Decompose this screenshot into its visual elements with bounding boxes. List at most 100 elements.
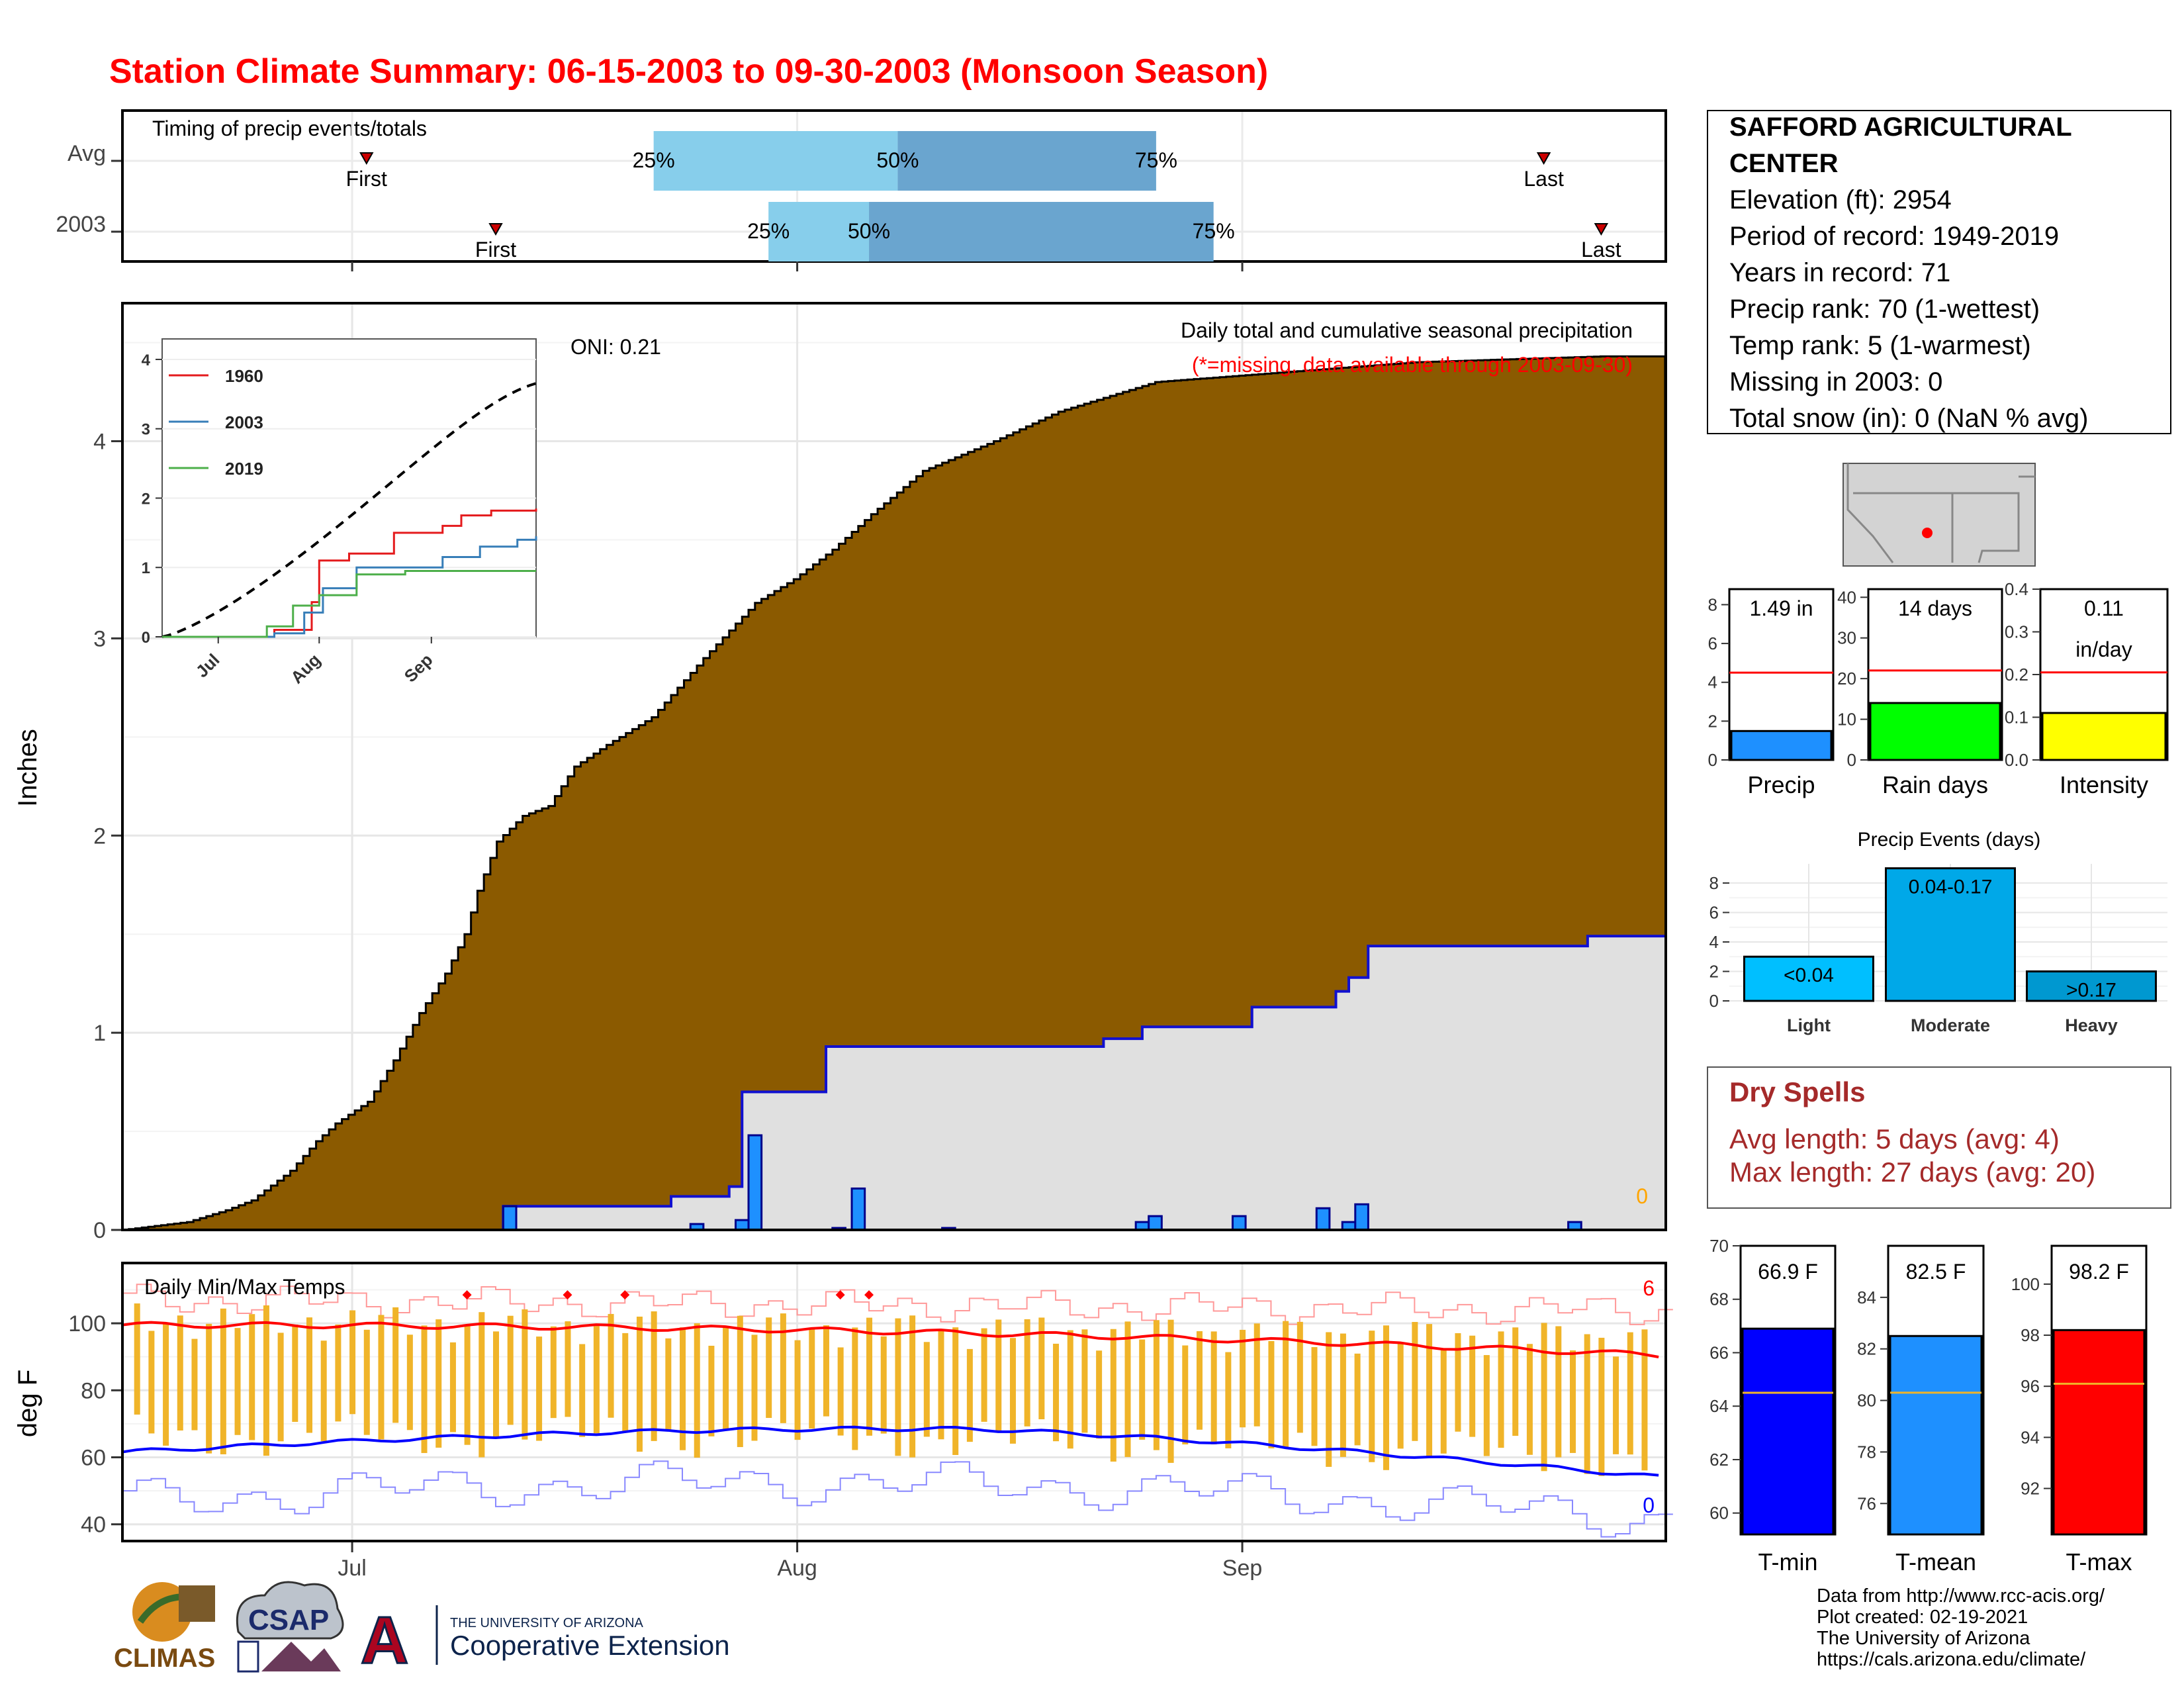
temps-normal-max-line [122,1321,1659,1358]
precip-daily-bar [850,1187,866,1231]
temps-daily-bar [1167,1319,1174,1463]
temps-y-label: deg F [13,1370,42,1437]
temps-daily-bar [1024,1319,1030,1427]
precip-y-tick-label: 4 [93,430,106,455]
temps-daily-bar [1483,1355,1490,1456]
temps-daily-bar [220,1308,226,1454]
temps-daily-bar [421,1325,428,1454]
temperature-summary-bars: 66.9 F T-min 60 62 64 66 68 70 82.5 F T-mean 76 78 8… [1709,1236,2148,1575]
temps-daily-bar [349,1310,356,1415]
timing-box-lower [653,131,898,191]
tempbar-y-tick-label: 70 [1709,1236,1729,1256]
footer-line-4: https://cals.arizona.edu/climate/ [1817,1649,2086,1670]
timing-p50-label: 50% [876,148,919,172]
temps-daily-bar [1153,1320,1160,1450]
tempbar-y-tick-label: 82 [1857,1339,1876,1359]
temps-daily-bar [909,1315,916,1458]
timing-box-lower [768,202,870,261]
temps-daily-bar [392,1307,399,1423]
events-bar-label: >0.17 [2066,979,2116,1001]
events-bar [1885,867,2016,1002]
timing-last-marker [1536,152,1551,165]
temps-daily-bar [1067,1330,1073,1449]
shared-x-axis: Jul Aug Sep [338,261,1262,1581]
temps-daily-bar [809,1328,815,1429]
temps-daily-bar [320,1340,327,1442]
station-frame [1707,110,2171,434]
timing-panel: Timing of precip events/totals Avg 2003 … [56,109,1667,263]
temps-daily-bar [895,1318,901,1456]
temps-daily-bar [1526,1344,1533,1455]
tempbar-y-tick-label: 76 [1857,1493,1876,1513]
temps-daily-bar [1412,1322,1418,1441]
tempbar-bar [2052,1329,2146,1536]
events-y-tick-label: 4 [1709,932,1719,952]
timing-p50-label: 50% [848,219,890,243]
temps-daily-bar [938,1329,944,1440]
temps-daily-bar [780,1313,786,1423]
temps-daily-bar [1498,1331,1504,1448]
tempbar-bar [1889,1335,1983,1536]
tempbar-y-tick-label: 64 [1709,1396,1729,1416]
temps-daily-bar [449,1342,456,1432]
temps-daily-bar [163,1323,169,1446]
summary-bar [1730,729,1833,761]
temps-daily-bar [622,1333,629,1432]
tempbar-y-tick-label: 92 [2021,1479,2040,1499]
temps-daily-bar [966,1348,973,1442]
temps-daily-bar [550,1326,557,1419]
temps-daily-bar [923,1342,930,1437]
temps-daily-bar [493,1331,500,1438]
x-tick-label: Sep [1222,1556,1263,1581]
temps-daily-bar [363,1329,370,1435]
temps-daily-bar [1253,1323,1260,1427]
temps-content [122,1284,1673,1538]
summary-value-label: 14 days [1898,596,1972,620]
temps-daily-bar [134,1303,140,1415]
temps-daily-bar [1613,1356,1619,1454]
tempbar-y-tick-label: 60 [1709,1503,1729,1523]
temps-daily-bar [435,1319,442,1448]
temps-daily-bar [1139,1339,1146,1440]
temps-daily-bar [837,1347,844,1436]
temps-daily-bar [794,1340,801,1440]
temps-daily-bar [478,1312,485,1458]
temps-daily-bar [177,1315,183,1431]
temps-daily-bar [579,1344,586,1437]
temps-daily-bar [694,1323,700,1458]
temps-daily-bar [981,1328,987,1422]
timing-row-label-2003: 2003 [56,212,106,237]
temps-daily-bar [866,1317,873,1436]
temps-daily-bar [995,1319,1002,1433]
temps-daily-bar [1297,1321,1303,1433]
precip-y-tick-label: 0 [93,1218,106,1243]
temps-note-min: 0 [1643,1493,1655,1517]
temps-daily-bar [952,1327,959,1456]
summary-y-tick-label: 0 [1847,750,1856,770]
inset-legend-label: 2019 [225,459,263,479]
timing-p75-label: 75% [1193,219,1235,243]
dry-spells-title: Dry Spells [1729,1076,1865,1107]
events-bar [1743,955,1874,1002]
temps-daily-bar [191,1338,198,1430]
tempbar-y-tick-label: 62 [1709,1450,1729,1470]
temps-daily-bar [378,1315,385,1440]
station-location-dot [1922,528,1933,538]
temps-daily-bar [708,1345,715,1436]
temps-daily-bar [1340,1333,1346,1457]
events-y-tick-label: 2 [1709,961,1719,981]
temps-normal-min-line [122,1425,1659,1477]
precip-cumulative-2003-line [122,935,1666,1231]
inset-series-2019 [162,569,536,638]
temps-daily-bar [1038,1317,1045,1420]
temps-daily-bar [1598,1337,1605,1476]
station-info: SAFFORD AGRICULTURAL CENTER Elevation (ft)… [1707,110,2171,434]
temps-daily-bar [852,1327,858,1450]
temps-daily-bar [1326,1332,1332,1467]
precip-events: Precip Events (days) 0 2 4 6 8 <0.04 Light 0.04-… [1709,829,2167,1035]
events-y-tick-label: 8 [1709,873,1719,893]
ua-logo: A THE UNIVERSITY OF ARIZONA Cooperative … [360,1603,730,1679]
x-tick-label: Jul [338,1556,366,1581]
